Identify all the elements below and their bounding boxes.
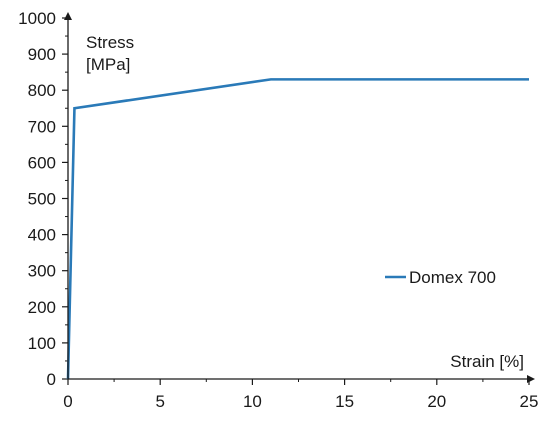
x-tick-label: 15: [335, 392, 354, 411]
y-tick-label: 700: [28, 117, 56, 136]
legend: Domex 700: [385, 268, 496, 287]
y-tick-label: 600: [28, 153, 56, 172]
y-tick-label: 900: [28, 45, 56, 64]
y-tick-label: 200: [28, 298, 56, 317]
y-tick-label: 300: [28, 262, 56, 281]
y-tick-label: 100: [28, 334, 56, 353]
y-tick-label: 800: [28, 81, 56, 100]
y-tick-label: 0: [47, 370, 56, 389]
y-tick-label: 1000: [18, 9, 56, 28]
y-axis-arrow: [64, 12, 72, 20]
x-axis-ticks: 0 5 10 15 20 25: [63, 379, 538, 411]
x-axis-arrow: [527, 375, 535, 383]
legend-label: Domex 700: [409, 268, 496, 287]
x-tick-label: 25: [520, 392, 539, 411]
x-tick-label: 10: [243, 392, 262, 411]
y-tick-label: 400: [28, 226, 56, 245]
y-axis-ticks: 0 100 200 300 400 500 600 700 800 900 1000: [18, 9, 68, 389]
x-tick-label: 5: [155, 392, 164, 411]
y-axis-title-line1: Stress: [86, 33, 134, 52]
series-layer: [66, 78, 529, 380]
y-tick-label: 500: [28, 190, 56, 209]
series-line-domex-700: [66, 78, 529, 380]
x-tick-label: 0: [63, 392, 72, 411]
x-tick-label: 20: [427, 392, 446, 411]
y-axis-title-line2: [MPa]: [86, 55, 130, 74]
x-axis-title: Strain [%]: [450, 352, 524, 371]
